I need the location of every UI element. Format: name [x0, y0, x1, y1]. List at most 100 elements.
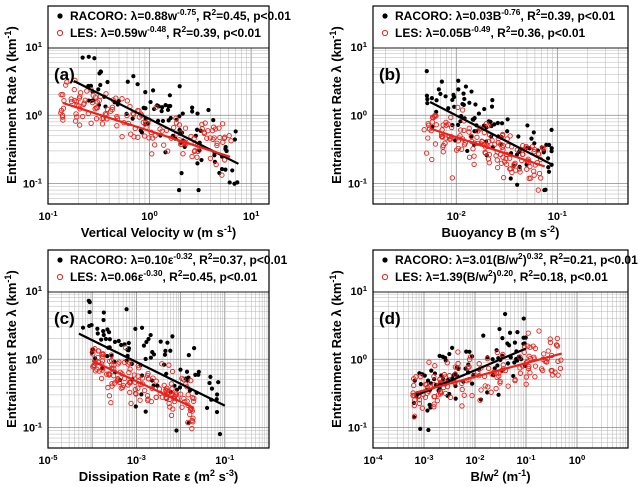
data-point-les	[503, 161, 510, 167]
data-point-les	[486, 365, 492, 372]
data-point-racoro	[170, 334, 175, 339]
data-point-racoro	[135, 82, 140, 87]
series-les	[421, 104, 547, 193]
data-point-les	[173, 120, 180, 126]
data-point-racoro	[80, 55, 85, 60]
data-point-les	[204, 135, 210, 141]
data-point-les	[144, 392, 151, 399]
data-point-les	[411, 382, 417, 389]
data-point-les	[146, 135, 152, 141]
data-point-les	[104, 106, 111, 112]
data-point-racoro	[159, 109, 164, 114]
y-tick-label: 10-1	[23, 176, 43, 191]
legend-marker-racoro	[382, 13, 388, 19]
legend-label-les: LES: λ=0.06ε-0.30, R2=0.45, p<0.01	[70, 268, 258, 284]
data-point-racoro	[505, 117, 510, 122]
legend-marker-racoro	[57, 13, 63, 19]
data-point-racoro	[88, 83, 94, 88]
data-point-les	[90, 351, 96, 357]
data-point-racoro	[492, 122, 497, 127]
data-point-les	[527, 163, 533, 170]
data-point-les	[140, 119, 146, 125]
data-point-les	[471, 153, 477, 159]
x-tick-label: 10-1	[516, 453, 536, 468]
data-point-les	[153, 394, 159, 400]
data-point-les	[188, 377, 194, 384]
data-point-racoro	[139, 392, 144, 397]
data-point-les	[170, 406, 176, 412]
data-point-racoro	[95, 331, 100, 336]
data-point-racoro	[233, 129, 238, 134]
data-point-les	[165, 148, 171, 154]
legend-box	[372, 249, 629, 293]
data-point-racoro	[458, 119, 463, 124]
data-point-racoro	[116, 338, 121, 344]
data-point-les	[115, 376, 121, 382]
data-point-racoro	[148, 332, 153, 338]
data-point-racoro	[450, 345, 455, 350]
data-point-racoro	[546, 169, 552, 174]
data-point-les	[426, 359, 432, 365]
data-point-les	[532, 363, 539, 369]
legend-marker-les	[56, 273, 64, 281]
y-tick-label: 10-1	[23, 420, 43, 435]
data-point-racoro	[101, 329, 106, 334]
data-point-racoro	[235, 180, 240, 185]
data-point-les	[555, 358, 561, 365]
data-point-les	[118, 385, 124, 391]
data-point-les	[517, 370, 524, 376]
data-point-racoro	[141, 343, 147, 348]
x-tick-label: 10-5	[38, 453, 58, 468]
data-point-racoro	[190, 109, 195, 114]
data-point-les	[131, 134, 137, 140]
data-point-les	[189, 425, 195, 432]
data-point-les	[92, 94, 99, 100]
legend-label-les: LES: λ=0.59w-0.48, R2=0.39, p<0.01	[70, 24, 261, 40]
data-point-les	[466, 125, 472, 132]
data-point-les	[469, 393, 475, 399]
data-point-racoro	[470, 381, 475, 386]
data-point-les	[507, 155, 513, 161]
data-point-racoro	[124, 111, 129, 116]
data-point-racoro	[473, 102, 478, 107]
data-point-les	[98, 375, 105, 382]
data-point-racoro	[186, 353, 191, 358]
data-point-racoro	[489, 104, 495, 109]
data-point-les	[485, 384, 491, 390]
data-point-les	[100, 351, 106, 358]
data-point-racoro	[133, 404, 138, 409]
data-point-racoro	[439, 79, 444, 84]
data-point-racoro	[461, 91, 466, 96]
data-point-les	[494, 374, 500, 380]
data-point-racoro	[424, 93, 430, 98]
data-point-les	[488, 389, 494, 395]
fit-line-racoro	[78, 332, 226, 407]
data-point-racoro	[87, 309, 92, 315]
data-point-racoro	[204, 405, 210, 411]
data-point-racoro	[422, 373, 427, 378]
data-point-les	[182, 125, 189, 131]
data-point-racoro	[426, 427, 431, 433]
data-point-les	[219, 121, 226, 127]
data-point-les	[213, 161, 219, 168]
data-point-racoro	[437, 353, 442, 358]
data-point-racoro	[86, 54, 91, 59]
data-point-les	[437, 389, 444, 395]
data-point-les	[494, 164, 501, 171]
panel-a: RACORO: λ=0.88w-0.75, R2=0.45, p<0.01LES…	[3, 5, 291, 240]
data-point-racoro	[180, 111, 185, 116]
legend: RACORO: λ=3.01(B/w2)0.32, R2=0.21, p<0.0…	[372, 249, 638, 293]
data-point-les	[431, 401, 437, 407]
data-point-les	[530, 343, 536, 349]
data-point-racoro	[451, 92, 456, 97]
data-point-racoro	[195, 111, 200, 116]
data-point-racoro	[516, 134, 521, 139]
data-point-les	[526, 363, 532, 370]
data-point-les	[459, 107, 466, 113]
x-axis-label: B/w2 (m-1)	[470, 468, 530, 484]
data-point-les	[214, 142, 220, 149]
data-point-racoro	[223, 167, 228, 172]
data-point-racoro	[190, 105, 195, 110]
data-point-racoro	[549, 146, 554, 151]
data-point-les	[452, 371, 458, 377]
